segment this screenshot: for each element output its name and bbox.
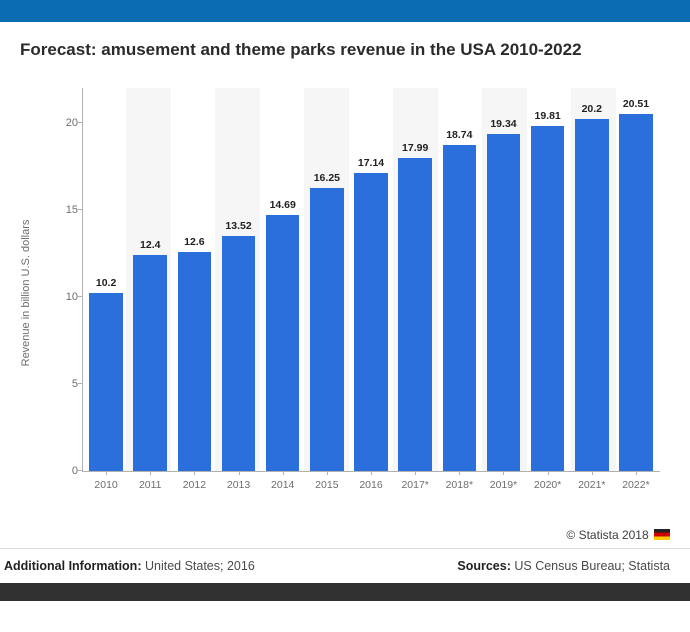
- bar-slot: 19.342019*: [481, 88, 525, 471]
- bar-value-label: 20.2: [575, 103, 609, 119]
- bar: 19.81: [531, 126, 565, 471]
- bar-slot: 17.142016: [349, 88, 393, 471]
- y-tick-mark: [78, 122, 82, 123]
- bar: 17.99: [398, 158, 432, 471]
- y-axis-label: Revenue in billion U.S. dollars: [20, 220, 32, 367]
- plot-area: Revenue in billion U.S. dollars 10.22010…: [64, 88, 660, 498]
- sources-value: US Census Bureau; Statista: [514, 559, 670, 573]
- top-header-bar: [0, 0, 690, 22]
- sources-info: Sources: US Census Bureau; Statista: [457, 559, 670, 573]
- x-tick-label: 2017*: [393, 471, 437, 491]
- y-tick-label: 5: [64, 378, 78, 390]
- bar-slot: 17.992017*: [393, 88, 437, 471]
- bar-slot: 20.22021*: [570, 88, 614, 471]
- info-row: Additional Information: United States; 2…: [0, 549, 690, 583]
- y-tick-label: 15: [64, 204, 78, 216]
- bar-value-label: 17.99: [398, 142, 432, 158]
- bar-value-label: 20.51: [619, 98, 653, 114]
- bar: 10.2: [89, 293, 123, 471]
- bar-slot: 12.62012: [172, 88, 216, 471]
- bar-slot: 16.252015: [305, 88, 349, 471]
- bar: 20.2: [575, 119, 609, 471]
- chart-container: Forecast: amusement and theme parks reve…: [0, 22, 690, 498]
- bar-value-label: 19.81: [531, 110, 565, 126]
- bar: 16.25: [310, 188, 344, 471]
- credit-text: © Statista 2018: [566, 528, 648, 542]
- bar: 17.14: [354, 173, 388, 471]
- bar: 20.51: [619, 114, 653, 471]
- x-tick-label: 2011: [128, 471, 172, 491]
- x-tick-label: 2021*: [570, 471, 614, 491]
- bar-value-label: 10.2: [89, 277, 123, 293]
- x-tick-label: 2016: [349, 471, 393, 491]
- y-tick-mark: [78, 209, 82, 210]
- x-tick-label: 2013: [216, 471, 260, 491]
- x-tick-label: 2015: [305, 471, 349, 491]
- x-tick-label: 2019*: [481, 471, 525, 491]
- additional-info-value: United States; 2016: [145, 559, 255, 573]
- x-tick-label: 2010: [84, 471, 128, 491]
- bar-value-label: 14.69: [266, 199, 300, 215]
- bar-slot: 19.812020*: [526, 88, 570, 471]
- sources-label: Sources:: [457, 559, 511, 573]
- bar: 19.34: [487, 134, 521, 471]
- bar-value-label: 12.6: [178, 236, 212, 252]
- bar-slot: 13.522013: [216, 88, 260, 471]
- bar: 18.74: [443, 145, 477, 471]
- bars-group: 10.2201012.4201112.6201213.52201314.6920…: [82, 88, 660, 471]
- bar: 12.4: [133, 255, 167, 471]
- x-tick-label: 2018*: [437, 471, 481, 491]
- bottom-bar: [0, 583, 690, 601]
- additional-info-label: Additional Information:: [4, 559, 141, 573]
- bar-slot: 18.742018*: [437, 88, 481, 471]
- bar: 13.52: [222, 236, 256, 471]
- bar-slot: 12.42011: [128, 88, 172, 471]
- y-tick-mark: [78, 296, 82, 297]
- flag-icon: [654, 529, 670, 540]
- credit-line: © Statista 2018: [0, 498, 690, 548]
- x-tick-label: 2020*: [526, 471, 570, 491]
- x-tick-label: 2022*: [614, 471, 658, 491]
- x-tick-label: 2014: [261, 471, 305, 491]
- bar-value-label: 12.4: [133, 239, 167, 255]
- y-tick-label: 10: [64, 291, 78, 303]
- bar-value-label: 19.34: [487, 118, 521, 134]
- additional-info: Additional Information: United States; 2…: [4, 559, 255, 573]
- bar-value-label: 13.52: [222, 220, 256, 236]
- bar-slot: 14.692014: [261, 88, 305, 471]
- bar-value-label: 16.25: [310, 172, 344, 188]
- bar-value-label: 17.14: [354, 157, 388, 173]
- y-tick-mark: [78, 383, 82, 384]
- bar-slot: 20.512022*: [614, 88, 658, 471]
- bar-value-label: 18.74: [443, 129, 477, 145]
- plot-inner: 10.2201012.4201112.6201213.52201314.6920…: [82, 88, 660, 472]
- y-tick-label: 20: [64, 117, 78, 129]
- y-tick-label: 0: [64, 465, 78, 477]
- chart-title: Forecast: amusement and theme parks reve…: [20, 40, 670, 60]
- bar-slot: 10.22010: [84, 88, 128, 471]
- bar: 12.6: [178, 252, 212, 471]
- bar: 14.69: [266, 215, 300, 471]
- x-tick-label: 2012: [172, 471, 216, 491]
- y-tick-mark: [78, 470, 82, 471]
